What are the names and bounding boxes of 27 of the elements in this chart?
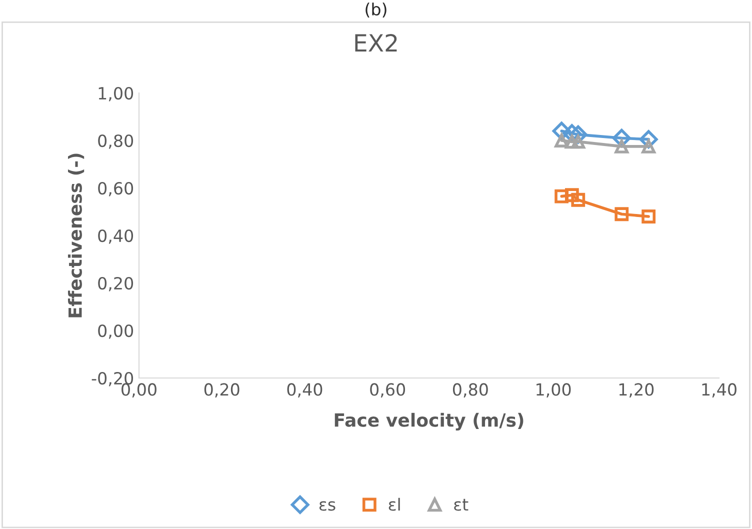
x-tick-label: 0,40 xyxy=(287,383,322,398)
chart-title: EX2 xyxy=(355,34,397,52)
y-tick-label: 0,20 xyxy=(98,276,134,292)
point xyxy=(564,188,579,202)
x-tick-label: 1,20 xyxy=(619,383,654,398)
y-tick-label: 0,00 xyxy=(98,324,134,339)
text: (b) xyxy=(366,2,386,18)
x-tick-label: 1,00 xyxy=(536,383,571,398)
y-tick-label: 0,80 xyxy=(98,134,134,149)
x-tick-label: 1,40 xyxy=(702,383,736,398)
y-axis-title: Effectiveness (-) xyxy=(68,154,84,318)
x-tick-label: 0,60 xyxy=(370,383,406,398)
point xyxy=(554,189,569,204)
legend-label: εl xyxy=(388,498,400,511)
x-tick-label: 0,80 xyxy=(452,383,488,398)
legend-label: εt xyxy=(454,498,468,511)
point xyxy=(614,207,629,222)
y-tick-label: 1,00 xyxy=(98,86,134,102)
point xyxy=(554,134,569,148)
x-axis-title: Face velocity (m/s) xyxy=(334,412,524,430)
legend-label: εs xyxy=(319,501,336,511)
point xyxy=(571,192,586,207)
y-tick-label: 0,60 xyxy=(98,182,134,196)
point xyxy=(614,139,629,154)
y-tick-label: 0,40 xyxy=(98,229,134,244)
point xyxy=(642,210,656,224)
x-tick-label: 0,20 xyxy=(204,383,240,398)
